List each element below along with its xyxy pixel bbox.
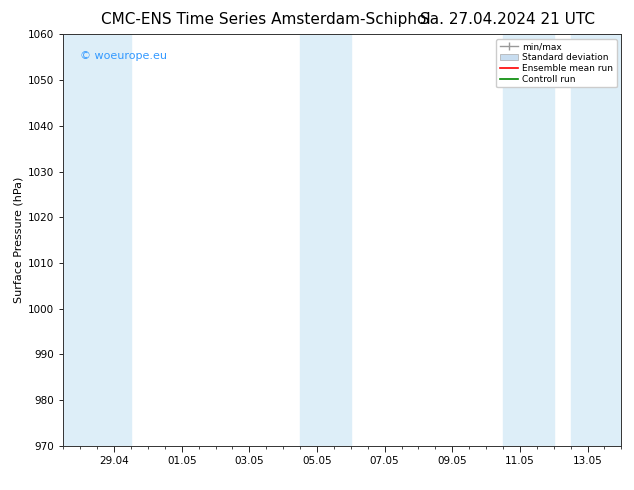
Legend: min/max, Standard deviation, Ensemble mean run, Controll run: min/max, Standard deviation, Ensemble me… (496, 39, 617, 87)
Y-axis label: Surface Pressure (hPa): Surface Pressure (hPa) (14, 177, 24, 303)
Bar (300, 34, 351, 446)
Text: CMC-ENS Time Series Amsterdam-Schiphol: CMC-ENS Time Series Amsterdam-Schiphol (101, 12, 431, 27)
Text: © woeurope.eu: © woeurope.eu (80, 51, 167, 61)
Bar (63, 34, 131, 446)
Text: Sa. 27.04.2024 21 UTC: Sa. 27.04.2024 21 UTC (420, 12, 595, 27)
Bar (503, 34, 553, 446)
Bar (571, 34, 621, 446)
